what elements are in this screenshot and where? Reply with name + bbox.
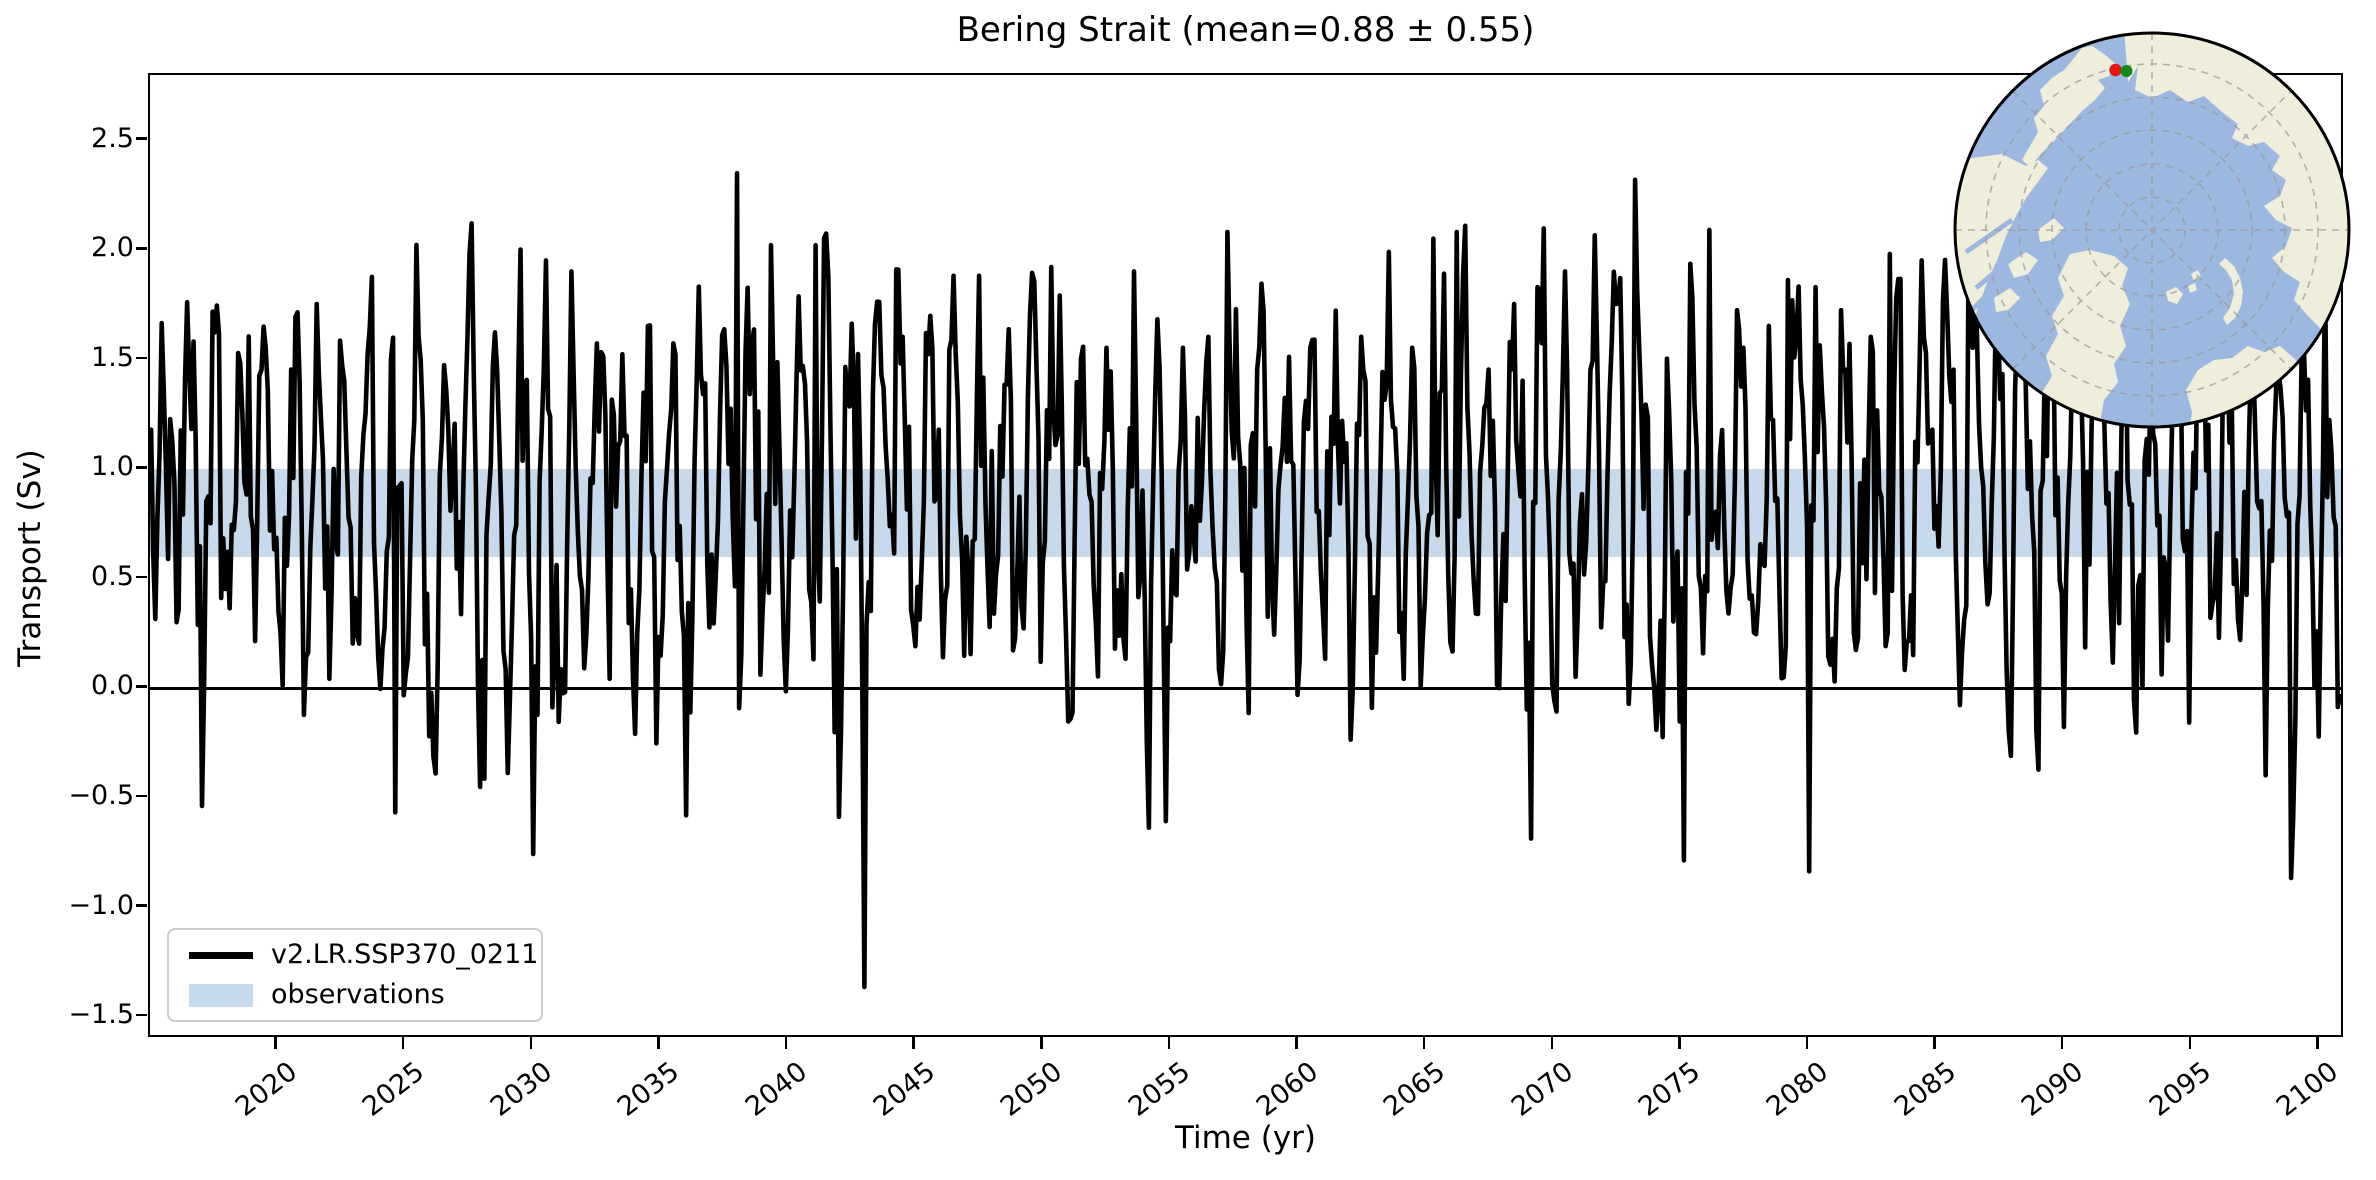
y-tick-label: −1.5 xyxy=(68,999,134,1031)
inset-polar-map xyxy=(1953,31,2351,429)
green-marker-dot xyxy=(2120,65,2133,77)
x-tick-label: 2090 xyxy=(2016,1056,2090,1123)
x-tick-mark xyxy=(401,1037,405,1049)
x-tick-label: 2095 xyxy=(2143,1056,2217,1123)
y-tick-label: 1.5 xyxy=(91,341,134,373)
y-tick-mark xyxy=(136,466,147,469)
x-tick-mark xyxy=(274,1037,277,1049)
x-tick-mark xyxy=(912,1037,915,1049)
x-tick-mark xyxy=(1295,1037,1298,1049)
y-tick-label: −0.5 xyxy=(68,780,134,811)
x-tick-mark xyxy=(1422,1037,1426,1049)
x-tick-mark xyxy=(1805,1037,1809,1049)
x-tick-label: 2020 xyxy=(229,1056,303,1123)
x-tick-mark xyxy=(1550,1037,1554,1049)
x-tick-mark xyxy=(784,1037,788,1049)
map-rim xyxy=(1953,31,2351,429)
x-tick-label: 2080 xyxy=(1760,1056,1835,1123)
x-tick-mark xyxy=(1678,1037,1681,1049)
x-tick-label: 2040 xyxy=(739,1056,814,1123)
y-tick-mark xyxy=(136,137,147,140)
y-tick-label: −1.0 xyxy=(68,889,134,921)
x-axis-label: Time (yr) xyxy=(1175,1120,1316,1156)
y-tick-mark xyxy=(136,1013,147,1017)
red-marker-dot xyxy=(2109,63,2122,77)
legend: v2.LR.SSP370_0211 observations xyxy=(167,928,543,1022)
legend-line-swatch xyxy=(189,951,253,959)
y-tick-label: 0.0 xyxy=(91,670,134,702)
legend-patch-swatch xyxy=(189,983,253,1007)
x-tick-mark xyxy=(2316,1037,2319,1049)
x-tick-label: 2030 xyxy=(484,1056,558,1123)
y-tick-label: 2.0 xyxy=(91,232,134,264)
plot-inner xyxy=(150,75,2341,1035)
y-tick-mark xyxy=(136,575,147,579)
x-tick-label: 2070 xyxy=(1505,1056,1579,1123)
x-tick-label: 2025 xyxy=(357,1056,431,1123)
legend-label-model: v2.LR.SSP370_0211 xyxy=(271,939,539,970)
x-tick-label: 2060 xyxy=(1250,1056,1324,1123)
y-tick-label: 1.0 xyxy=(91,451,134,483)
x-tick-label: 2075 xyxy=(1633,1056,1707,1123)
x-tick-mark xyxy=(1933,1037,1936,1049)
x-tick-label: 2050 xyxy=(995,1056,1069,1123)
x-tick-mark xyxy=(2188,1037,2192,1049)
y-axis-label: Transport (Sv) xyxy=(12,449,48,667)
x-tick-label: 2085 xyxy=(1888,1056,1962,1123)
y-tick-mark xyxy=(136,247,147,250)
x-tick-label: 2055 xyxy=(1122,1056,1197,1123)
y-tick-mark xyxy=(136,794,147,798)
y-tick-mark xyxy=(136,356,147,360)
map-graticule xyxy=(1955,33,2349,427)
x-tick-label: 2045 xyxy=(867,1056,941,1123)
x-tick-mark xyxy=(1167,1037,1171,1049)
x-tick-mark xyxy=(2060,1037,2064,1049)
x-tick-mark xyxy=(1040,1037,1043,1049)
legend-label-observations: observations xyxy=(271,979,445,1010)
legend-item-model: v2.LR.SSP370_0211 xyxy=(169,939,541,971)
y-tick-label: 0.5 xyxy=(91,560,134,592)
x-tick-mark xyxy=(529,1037,533,1049)
y-tick-mark xyxy=(136,685,147,688)
x-tick-label: 2100 xyxy=(2271,1056,2345,1123)
y-tick-label: 2.5 xyxy=(91,122,134,154)
legend-item-observations: observations xyxy=(169,979,541,1011)
x-tick-mark xyxy=(657,1037,660,1049)
x-tick-label: 2035 xyxy=(612,1056,686,1123)
x-tick-label: 2065 xyxy=(1378,1056,1452,1123)
y-tick-mark xyxy=(136,904,147,907)
chart-title: Bering Strait (mean=0.88 ± 0.55) xyxy=(956,10,1535,50)
zero-line xyxy=(150,687,2341,690)
